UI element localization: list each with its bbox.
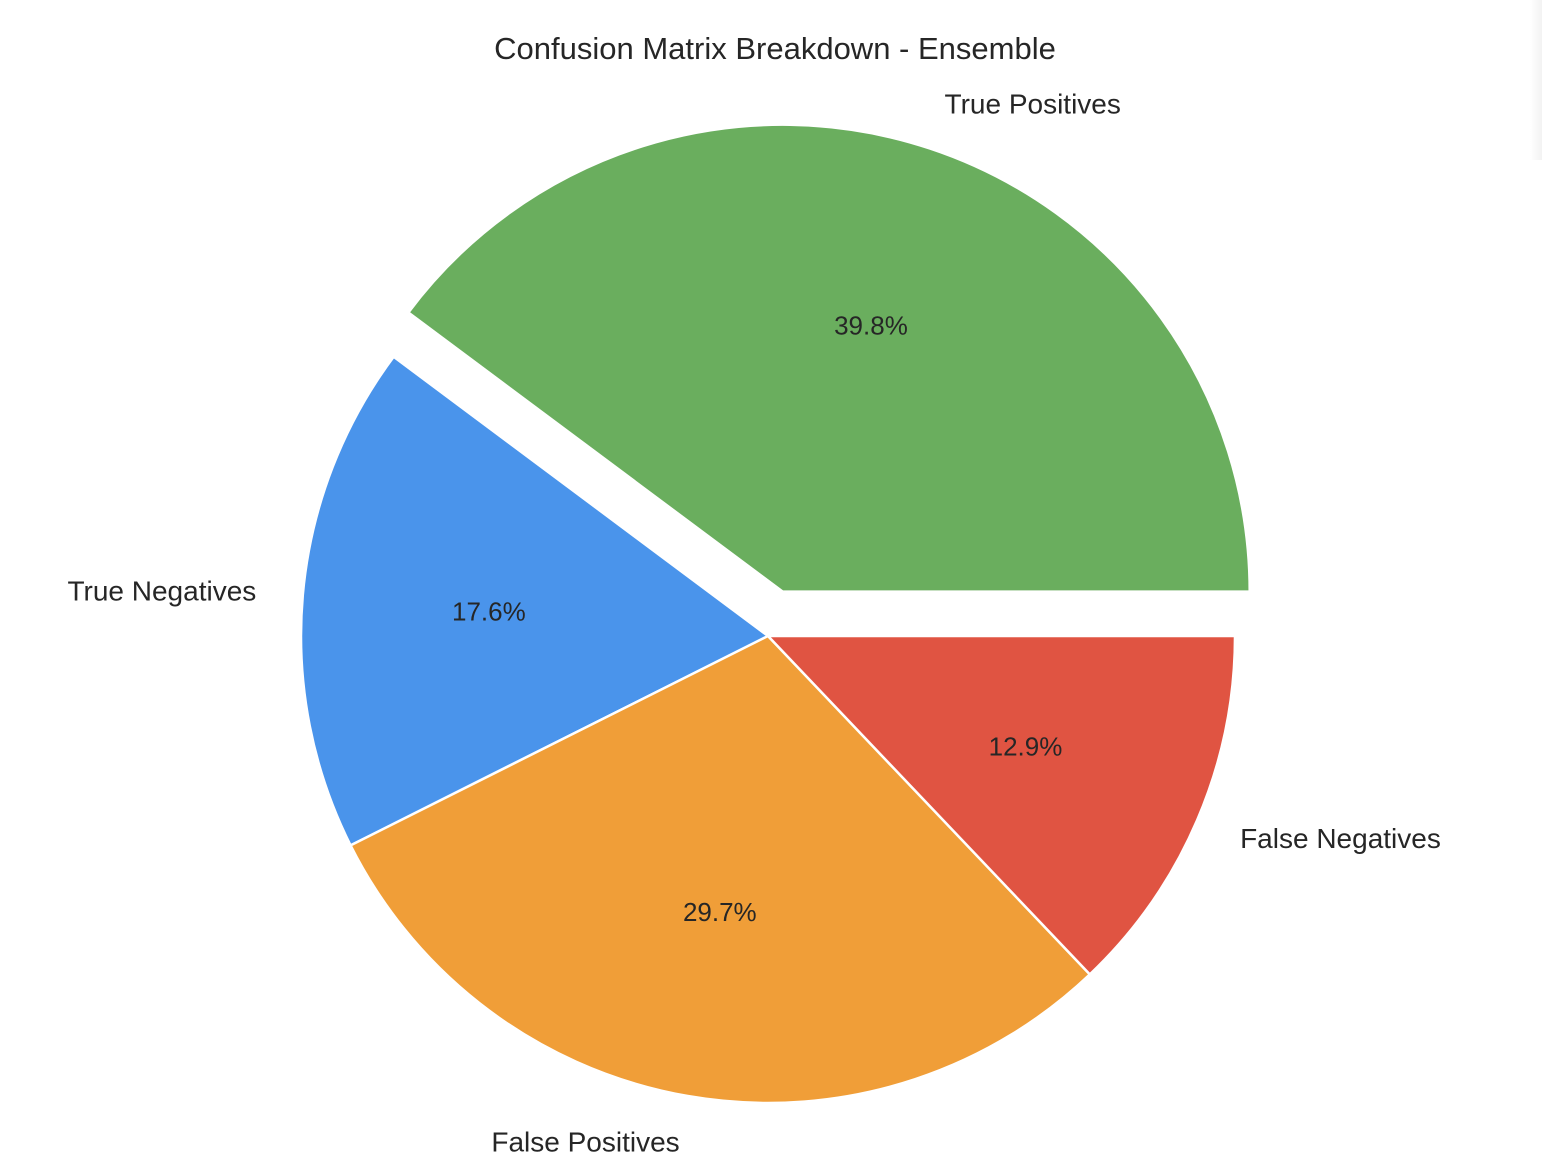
pct-label-true-positives: 39.8% bbox=[834, 311, 908, 341]
slice-label-false-positives: False Positives bbox=[491, 1127, 679, 1158]
pct-label-false-positives: 29.7% bbox=[683, 897, 757, 927]
pct-label-true-negatives: 17.6% bbox=[452, 596, 526, 626]
pct-label-false-negatives: 12.9% bbox=[989, 731, 1063, 761]
chart-title: Confusion Matrix Breakdown - Ensemble bbox=[494, 31, 1056, 66]
pie-slices bbox=[299, 123, 1251, 1105]
pie-slice-true-positives bbox=[407, 123, 1251, 593]
slice-label-true-negatives: True Negatives bbox=[67, 575, 256, 606]
slice-label-false-negatives: False Negatives bbox=[1240, 823, 1441, 854]
pie-slice-false-positives bbox=[349, 634, 1092, 1105]
window-edge-shadow bbox=[1530, 0, 1542, 160]
pie-labels: 39.8% True Positives 17.6% True Negatives 29… bbox=[67, 89, 1440, 1158]
slice-label-true-positives: True Positives bbox=[945, 89, 1121, 120]
pie-slice-true-negatives bbox=[299, 355, 770, 847]
pie-slice-false-negatives bbox=[766, 634, 1237, 976]
